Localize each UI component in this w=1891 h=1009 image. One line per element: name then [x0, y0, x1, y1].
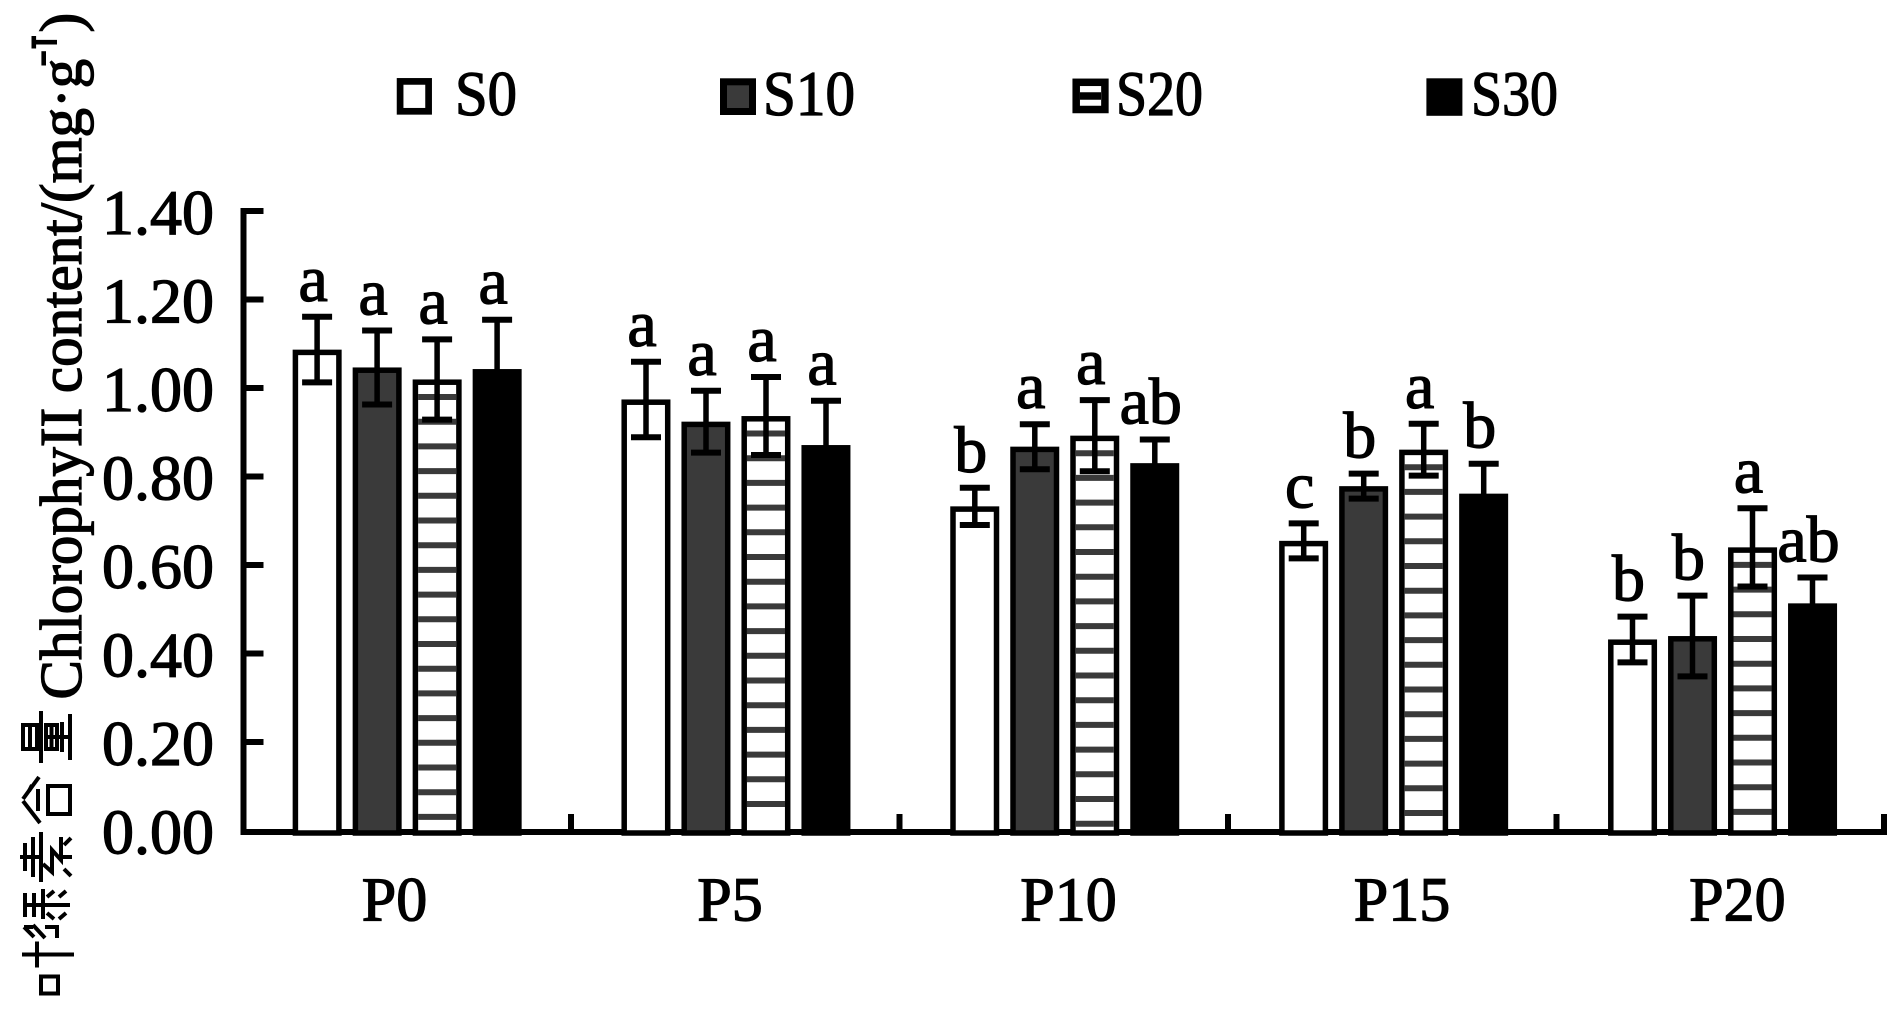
- svg-text:S10: S10: [763, 58, 855, 129]
- svg-text:0.00: 0.00: [102, 797, 214, 868]
- svg-text:a: a: [627, 288, 656, 361]
- svg-text:b: b: [1343, 400, 1376, 473]
- svg-text:P10: P10: [1020, 867, 1116, 935]
- svg-text:1.20: 1.20: [102, 266, 214, 337]
- svg-text:ab: ab: [1777, 504, 1839, 577]
- svg-text:1.40: 1.40: [102, 177, 214, 248]
- svg-text:S20: S20: [1116, 58, 1203, 129]
- svg-text:c: c: [1285, 449, 1314, 522]
- svg-text:P20: P20: [1689, 867, 1785, 935]
- svg-text:0.80: 0.80: [102, 443, 214, 514]
- svg-text:b: b: [1463, 390, 1496, 463]
- svg-text:a: a: [418, 265, 447, 338]
- svg-text:a: a: [1405, 350, 1434, 423]
- svg-text:a: a: [478, 246, 507, 319]
- svg-text:S0: S0: [455, 58, 517, 129]
- svg-text:1.00: 1.00: [102, 354, 214, 425]
- svg-text:a: a: [358, 257, 387, 330]
- svg-text:a: a: [687, 317, 716, 390]
- svg-text:P5: P5: [697, 867, 762, 935]
- svg-text:a: a: [1734, 434, 1763, 507]
- svg-text:P15: P15: [1354, 867, 1450, 935]
- svg-text:P0: P0: [362, 867, 427, 935]
- svg-text:a: a: [1016, 350, 1045, 423]
- svg-text:b: b: [1672, 522, 1705, 595]
- svg-text:0.60: 0.60: [102, 531, 214, 602]
- svg-text:a: a: [747, 303, 776, 376]
- svg-text:0.40: 0.40: [102, 620, 214, 691]
- svg-text:a: a: [298, 243, 327, 316]
- svg-text:ab: ab: [1120, 366, 1182, 439]
- svg-text:a: a: [1076, 326, 1105, 399]
- svg-text:0.20: 0.20: [102, 708, 214, 779]
- svg-text:S30: S30: [1471, 58, 1558, 129]
- svg-text:a: a: [807, 327, 836, 400]
- svg-text:b: b: [1612, 543, 1645, 616]
- svg-text:): ): [28, 13, 94, 33]
- svg-text:ChlorophyII content/(mg·g: ChlorophyII content/(mg·g: [28, 59, 94, 700]
- svg-text:b: b: [954, 414, 987, 487]
